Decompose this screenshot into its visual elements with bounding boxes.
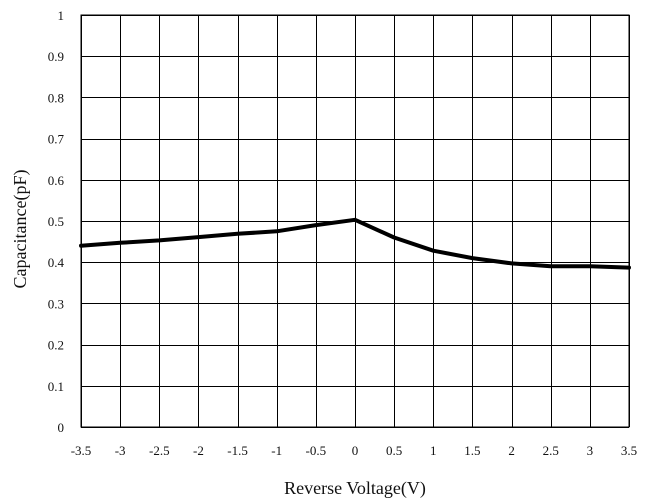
- y-tick-label: 0.5: [48, 214, 64, 229]
- y-tick-label: 0.2: [48, 338, 64, 353]
- y-tick-label: 0.7: [48, 132, 65, 147]
- x-tick-label: 3: [587, 443, 594, 458]
- x-tick-label: -3.5: [71, 443, 92, 458]
- y-tick-label: 0.4: [48, 255, 65, 270]
- plot-area-frame: [80, 14, 630, 428]
- x-tick-label: -0.5: [306, 443, 327, 458]
- x-tick-label: 1: [430, 443, 437, 458]
- x-tick-label: 3.5: [621, 443, 637, 458]
- x-tick-label: 2: [508, 443, 515, 458]
- data-series: [79, 217, 631, 270]
- x-axis-tick-labels: -3.5 -3 -2.5 -2 -1.5 -1 -0.5 0 0.5 1 1.5 2 2.5 3 3.5: [71, 443, 637, 458]
- x-axis-title: Reverse Voltage(V): [284, 478, 426, 499]
- x-tick-label: 0.5: [386, 443, 402, 458]
- x-tick-label: 2.5: [543, 443, 559, 458]
- y-axis-tick-labels: 0 0.1 0.2 0.3 0.4 0.5 0.6 0.7 0.8 0.9 1: [48, 8, 65, 435]
- x-tick-label: -3: [115, 443, 126, 458]
- x-tick-label: -1: [271, 443, 282, 458]
- y-tick-label: 0.3: [48, 296, 64, 311]
- grid-lines: [81, 15, 630, 428]
- x-tick-label: -2.5: [149, 443, 170, 458]
- y-tick-label: 0.9: [48, 49, 64, 64]
- y-axis-title: Capacitance(pF): [10, 170, 31, 289]
- x-tick-label: 0: [352, 443, 359, 458]
- x-tick-label: -2: [193, 443, 204, 458]
- x-tick-label: 1.5: [464, 443, 480, 458]
- y-tick-label: 0.8: [48, 90, 64, 105]
- y-tick-label: 0.6: [48, 173, 65, 188]
- y-tick-label: 0.1: [48, 379, 64, 394]
- x-tick-label: -1.5: [227, 443, 248, 458]
- y-tick-label: 0: [58, 420, 65, 435]
- y-tick-label: 1: [58, 8, 65, 23]
